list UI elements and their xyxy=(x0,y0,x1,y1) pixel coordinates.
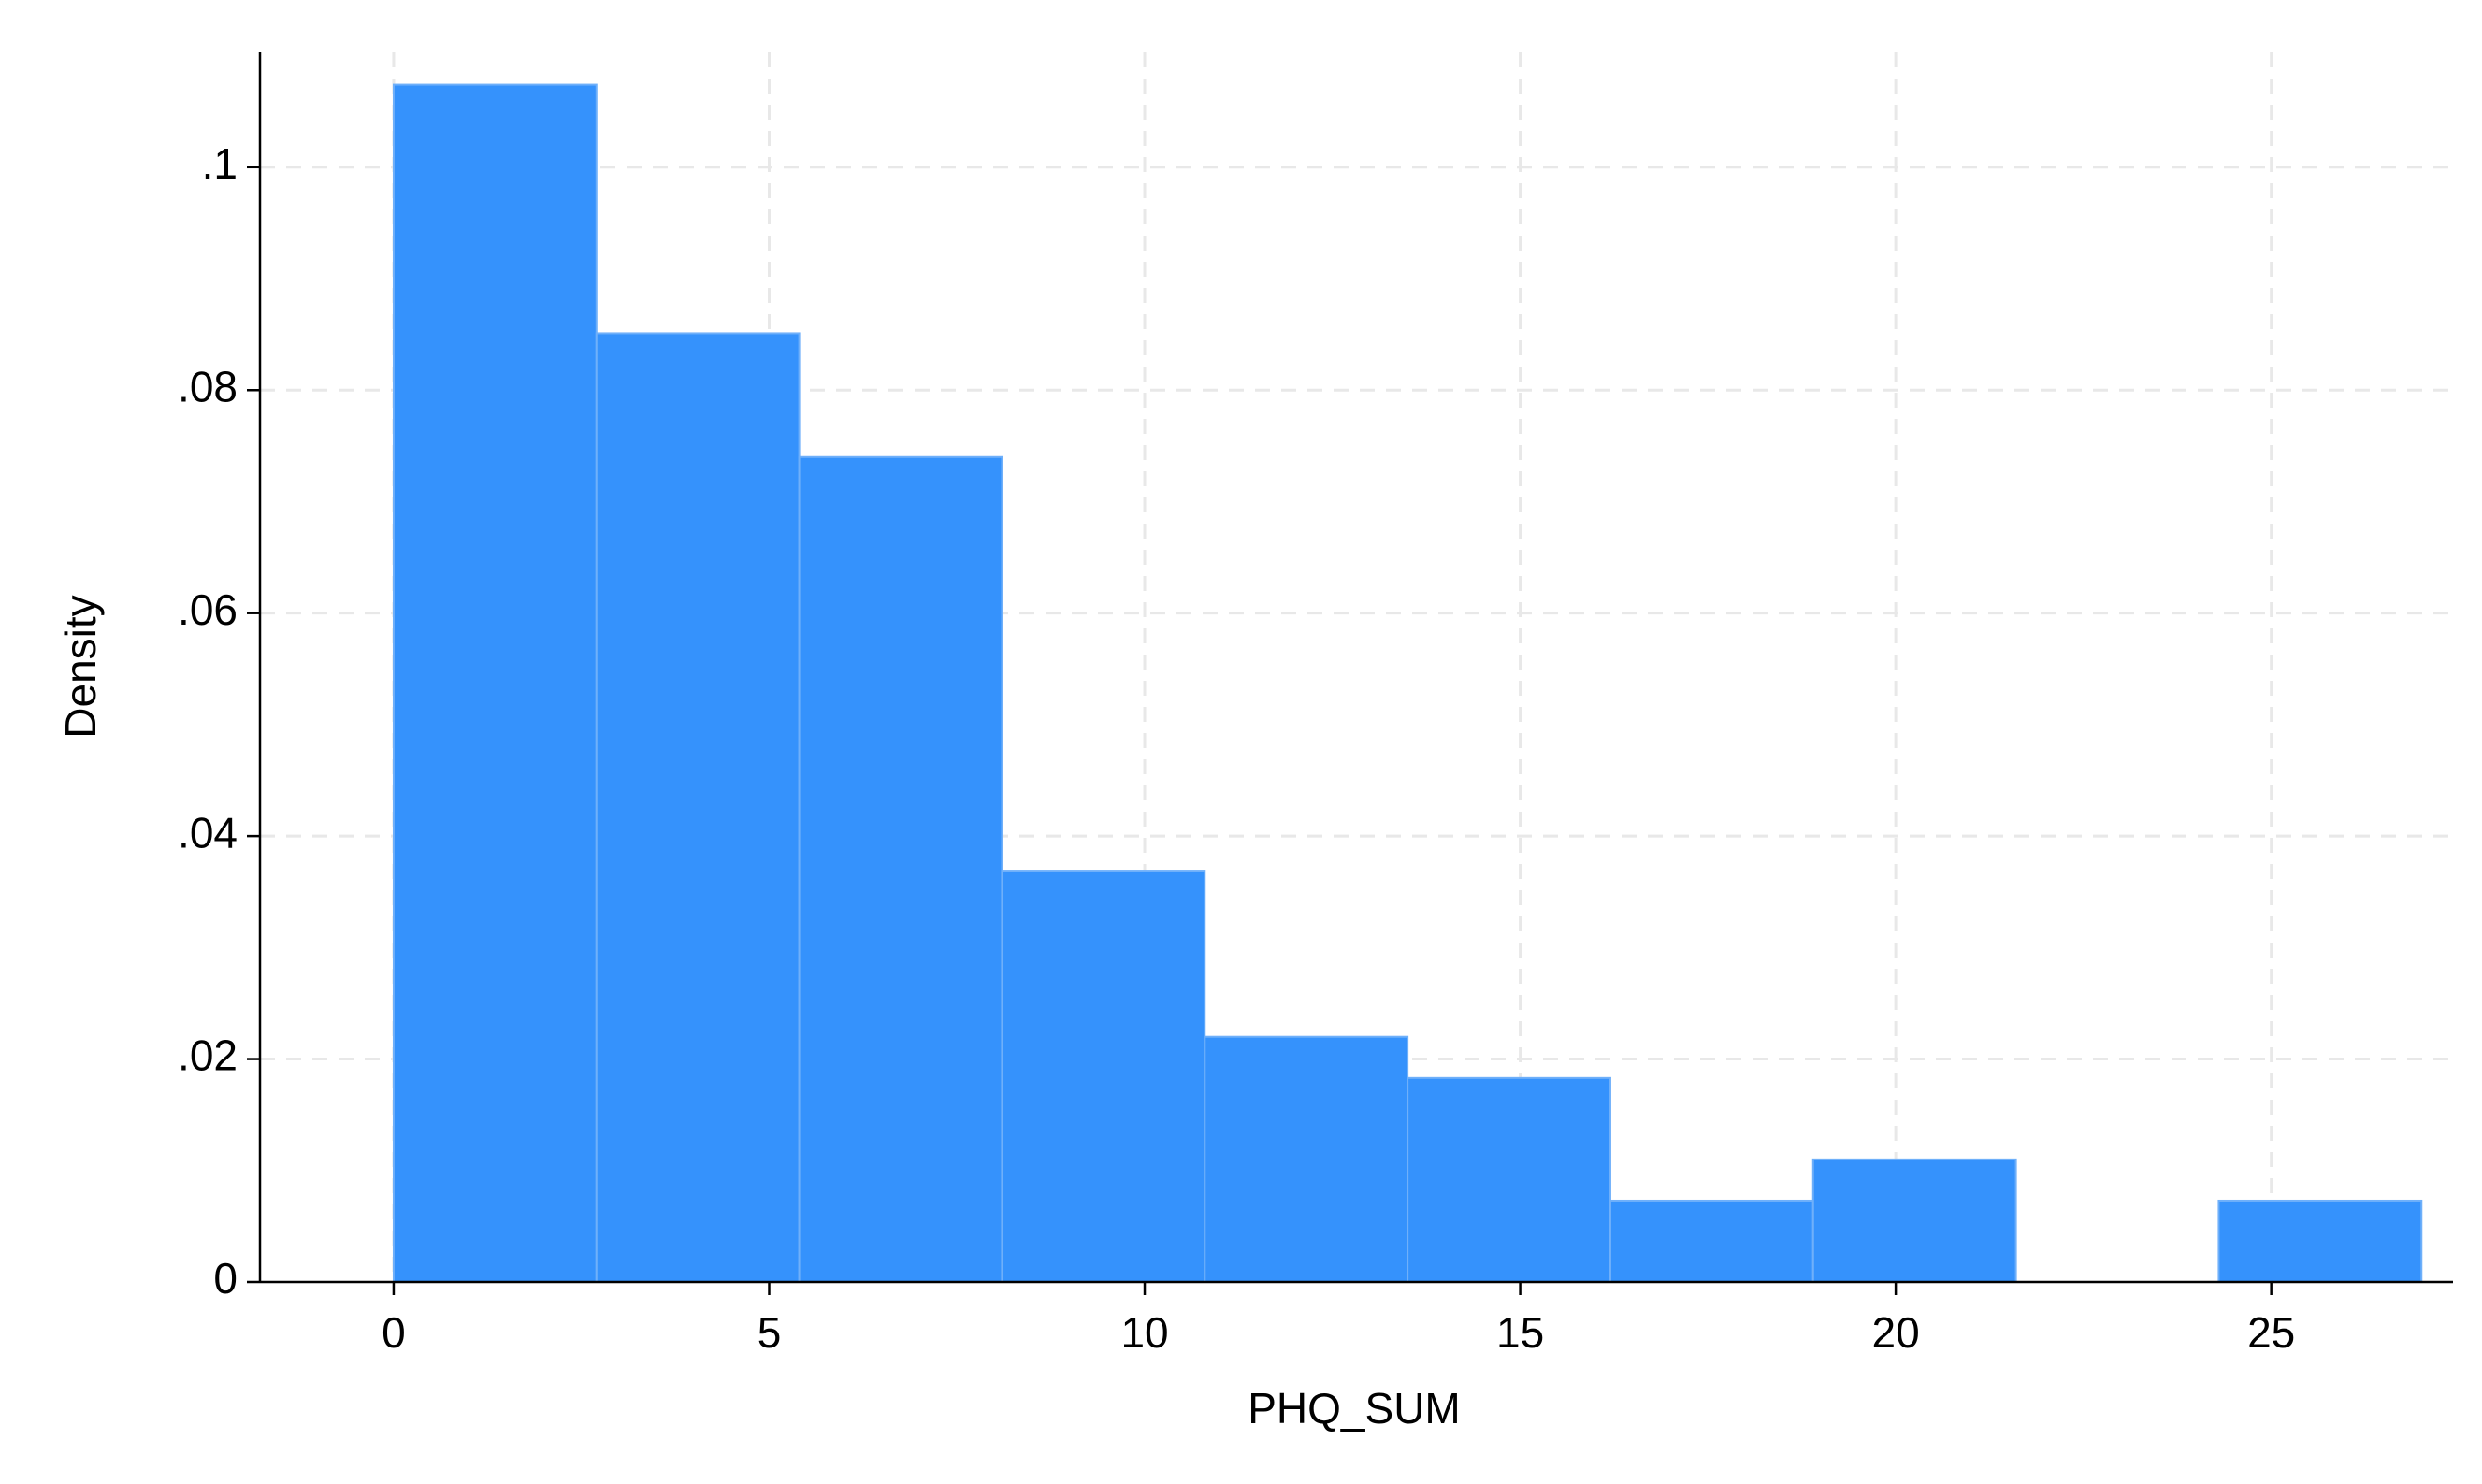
bar xyxy=(392,83,598,1284)
x-tick-label: 15 xyxy=(1496,1308,1544,1357)
x-axis-title: PHQ_SUM xyxy=(1248,1384,1460,1433)
bar xyxy=(1204,1035,1409,1283)
y-tick-label: 0 xyxy=(213,1254,238,1303)
bar xyxy=(2217,1199,2423,1283)
y-tick-label: .04 xyxy=(178,808,238,857)
y-tick-label: .06 xyxy=(178,585,238,634)
bar xyxy=(1609,1199,1814,1283)
y-axis-title: Density xyxy=(56,595,105,738)
x-tick-label: 25 xyxy=(2247,1308,2295,1357)
y-tick-label: .02 xyxy=(178,1031,238,1080)
bar xyxy=(595,332,801,1283)
x-tick-label: 0 xyxy=(382,1308,406,1357)
y-tick-label: .1 xyxy=(202,139,238,188)
x-tick-label: 20 xyxy=(1872,1308,1920,1357)
bar xyxy=(1811,1158,2017,1283)
y-tick-label: .08 xyxy=(178,362,238,411)
bar xyxy=(1001,870,1206,1284)
bar xyxy=(798,455,1003,1283)
bar xyxy=(1407,1076,1611,1283)
x-tick-label: 5 xyxy=(758,1308,782,1357)
x-tick-label: 10 xyxy=(1120,1308,1168,1357)
